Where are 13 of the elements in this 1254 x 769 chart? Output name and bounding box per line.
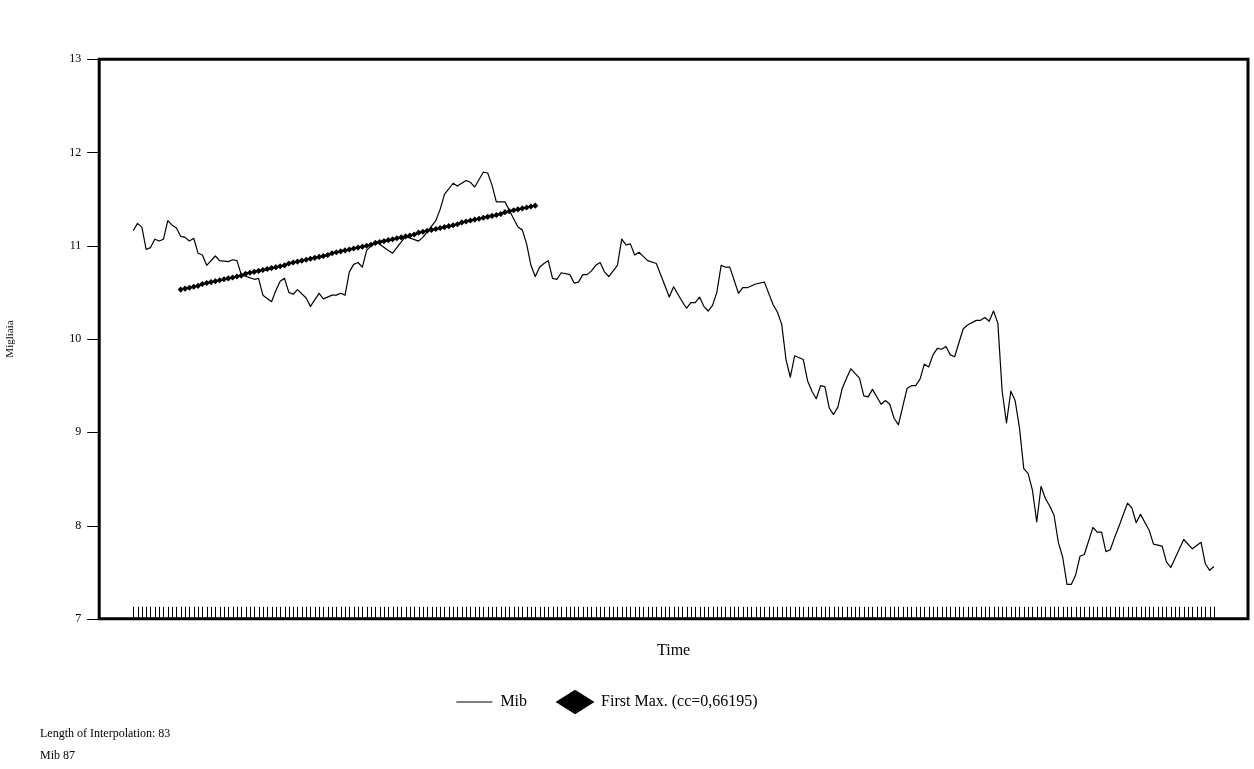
y-tick-label: 8 xyxy=(75,517,82,532)
y-tick-label: 12 xyxy=(69,144,82,159)
y-tick-label: 11 xyxy=(69,237,82,252)
legend-label: Mib xyxy=(500,692,528,710)
y-tick-label: 10 xyxy=(69,331,82,346)
y-tick-label: 7 xyxy=(75,610,82,625)
text: Mib 87 xyxy=(40,747,76,764)
y-tick-label: 13 xyxy=(69,51,82,66)
legend-label: First Max. (cc=0,66195) xyxy=(601,692,758,711)
x-axis-title: Time xyxy=(657,640,691,658)
text: Length of Interpolation: 83 xyxy=(40,725,171,742)
y-axis-title: Migliaia xyxy=(3,320,16,358)
y-tick-label: 9 xyxy=(75,424,82,439)
